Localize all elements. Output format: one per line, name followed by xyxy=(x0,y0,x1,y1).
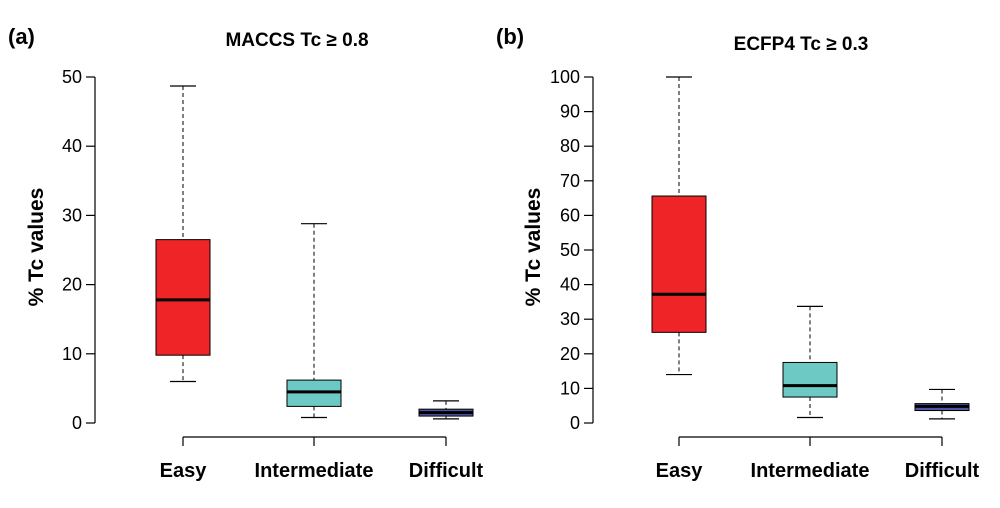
y-tick-label: 50 xyxy=(560,240,580,260)
iqr-box xyxy=(782,361,838,398)
box-easy xyxy=(651,76,707,376)
y-tick-label: 0 xyxy=(72,413,82,433)
axes: 0 10 20 30 40 50 60 70 80 90 100 Easy Intermediate Di… xyxy=(550,67,980,482)
box-series xyxy=(651,76,970,420)
iqr-box xyxy=(155,239,211,356)
y-tick-label: 80 xyxy=(560,136,580,156)
y-tick-label: 10 xyxy=(560,378,580,398)
y-tick-label: 60 xyxy=(560,205,580,225)
box-intermediate xyxy=(286,223,342,419)
iqr-box xyxy=(651,195,707,333)
box-series xyxy=(155,85,474,420)
axes: 0 10 20 30 40 50 Easy Intermediate Difficult xyxy=(62,67,484,482)
box-difficult xyxy=(914,388,970,420)
y-tick-label: 10 xyxy=(62,344,82,364)
box-intermediate xyxy=(782,305,838,419)
box-difficult xyxy=(418,400,474,420)
y-tick-label: 20 xyxy=(560,344,580,364)
y-axis-label: % Tc values xyxy=(522,188,545,307)
x-tick-label: Easy xyxy=(160,460,208,482)
y-tick-label: 30 xyxy=(560,309,580,329)
chart-title: MACCS Tc ≥ 0.8 xyxy=(225,30,368,51)
y-axis-label: % Tc values xyxy=(25,188,48,307)
x-tick-label: Difficult xyxy=(409,460,484,482)
y-tick-label: 30 xyxy=(62,205,82,225)
y-tick-label: 40 xyxy=(560,275,580,295)
x-tick-label: Intermediate xyxy=(255,460,374,482)
y-tick-label: 0 xyxy=(570,413,580,433)
y-tick-label: 40 xyxy=(62,136,82,156)
panel-label: (a) xyxy=(8,24,35,49)
y-tick-label: 90 xyxy=(560,102,580,122)
x-tick-label: Intermediate xyxy=(751,460,870,482)
y-tick-label: 50 xyxy=(62,67,82,87)
x-tick-label: Easy xyxy=(656,460,704,482)
y-tick-label: 20 xyxy=(62,275,82,295)
chart-title: ECFP4 Tc ≥ 0.3 xyxy=(734,34,869,55)
panel-b: (b) ECFP4 Tc ≥ 0.3 % Tc values 0 10 20 30 40… xyxy=(496,24,980,482)
x-tick-label: Difficult xyxy=(905,460,980,482)
panel-a: (a) MACCS Tc ≥ 0.8 % Tc values 0 10 20 30 40… xyxy=(8,24,484,482)
panel-label: (b) xyxy=(496,24,524,49)
y-tick-label: 70 xyxy=(560,171,580,191)
box-easy xyxy=(155,85,211,383)
y-tick-label: 100 xyxy=(550,67,580,87)
